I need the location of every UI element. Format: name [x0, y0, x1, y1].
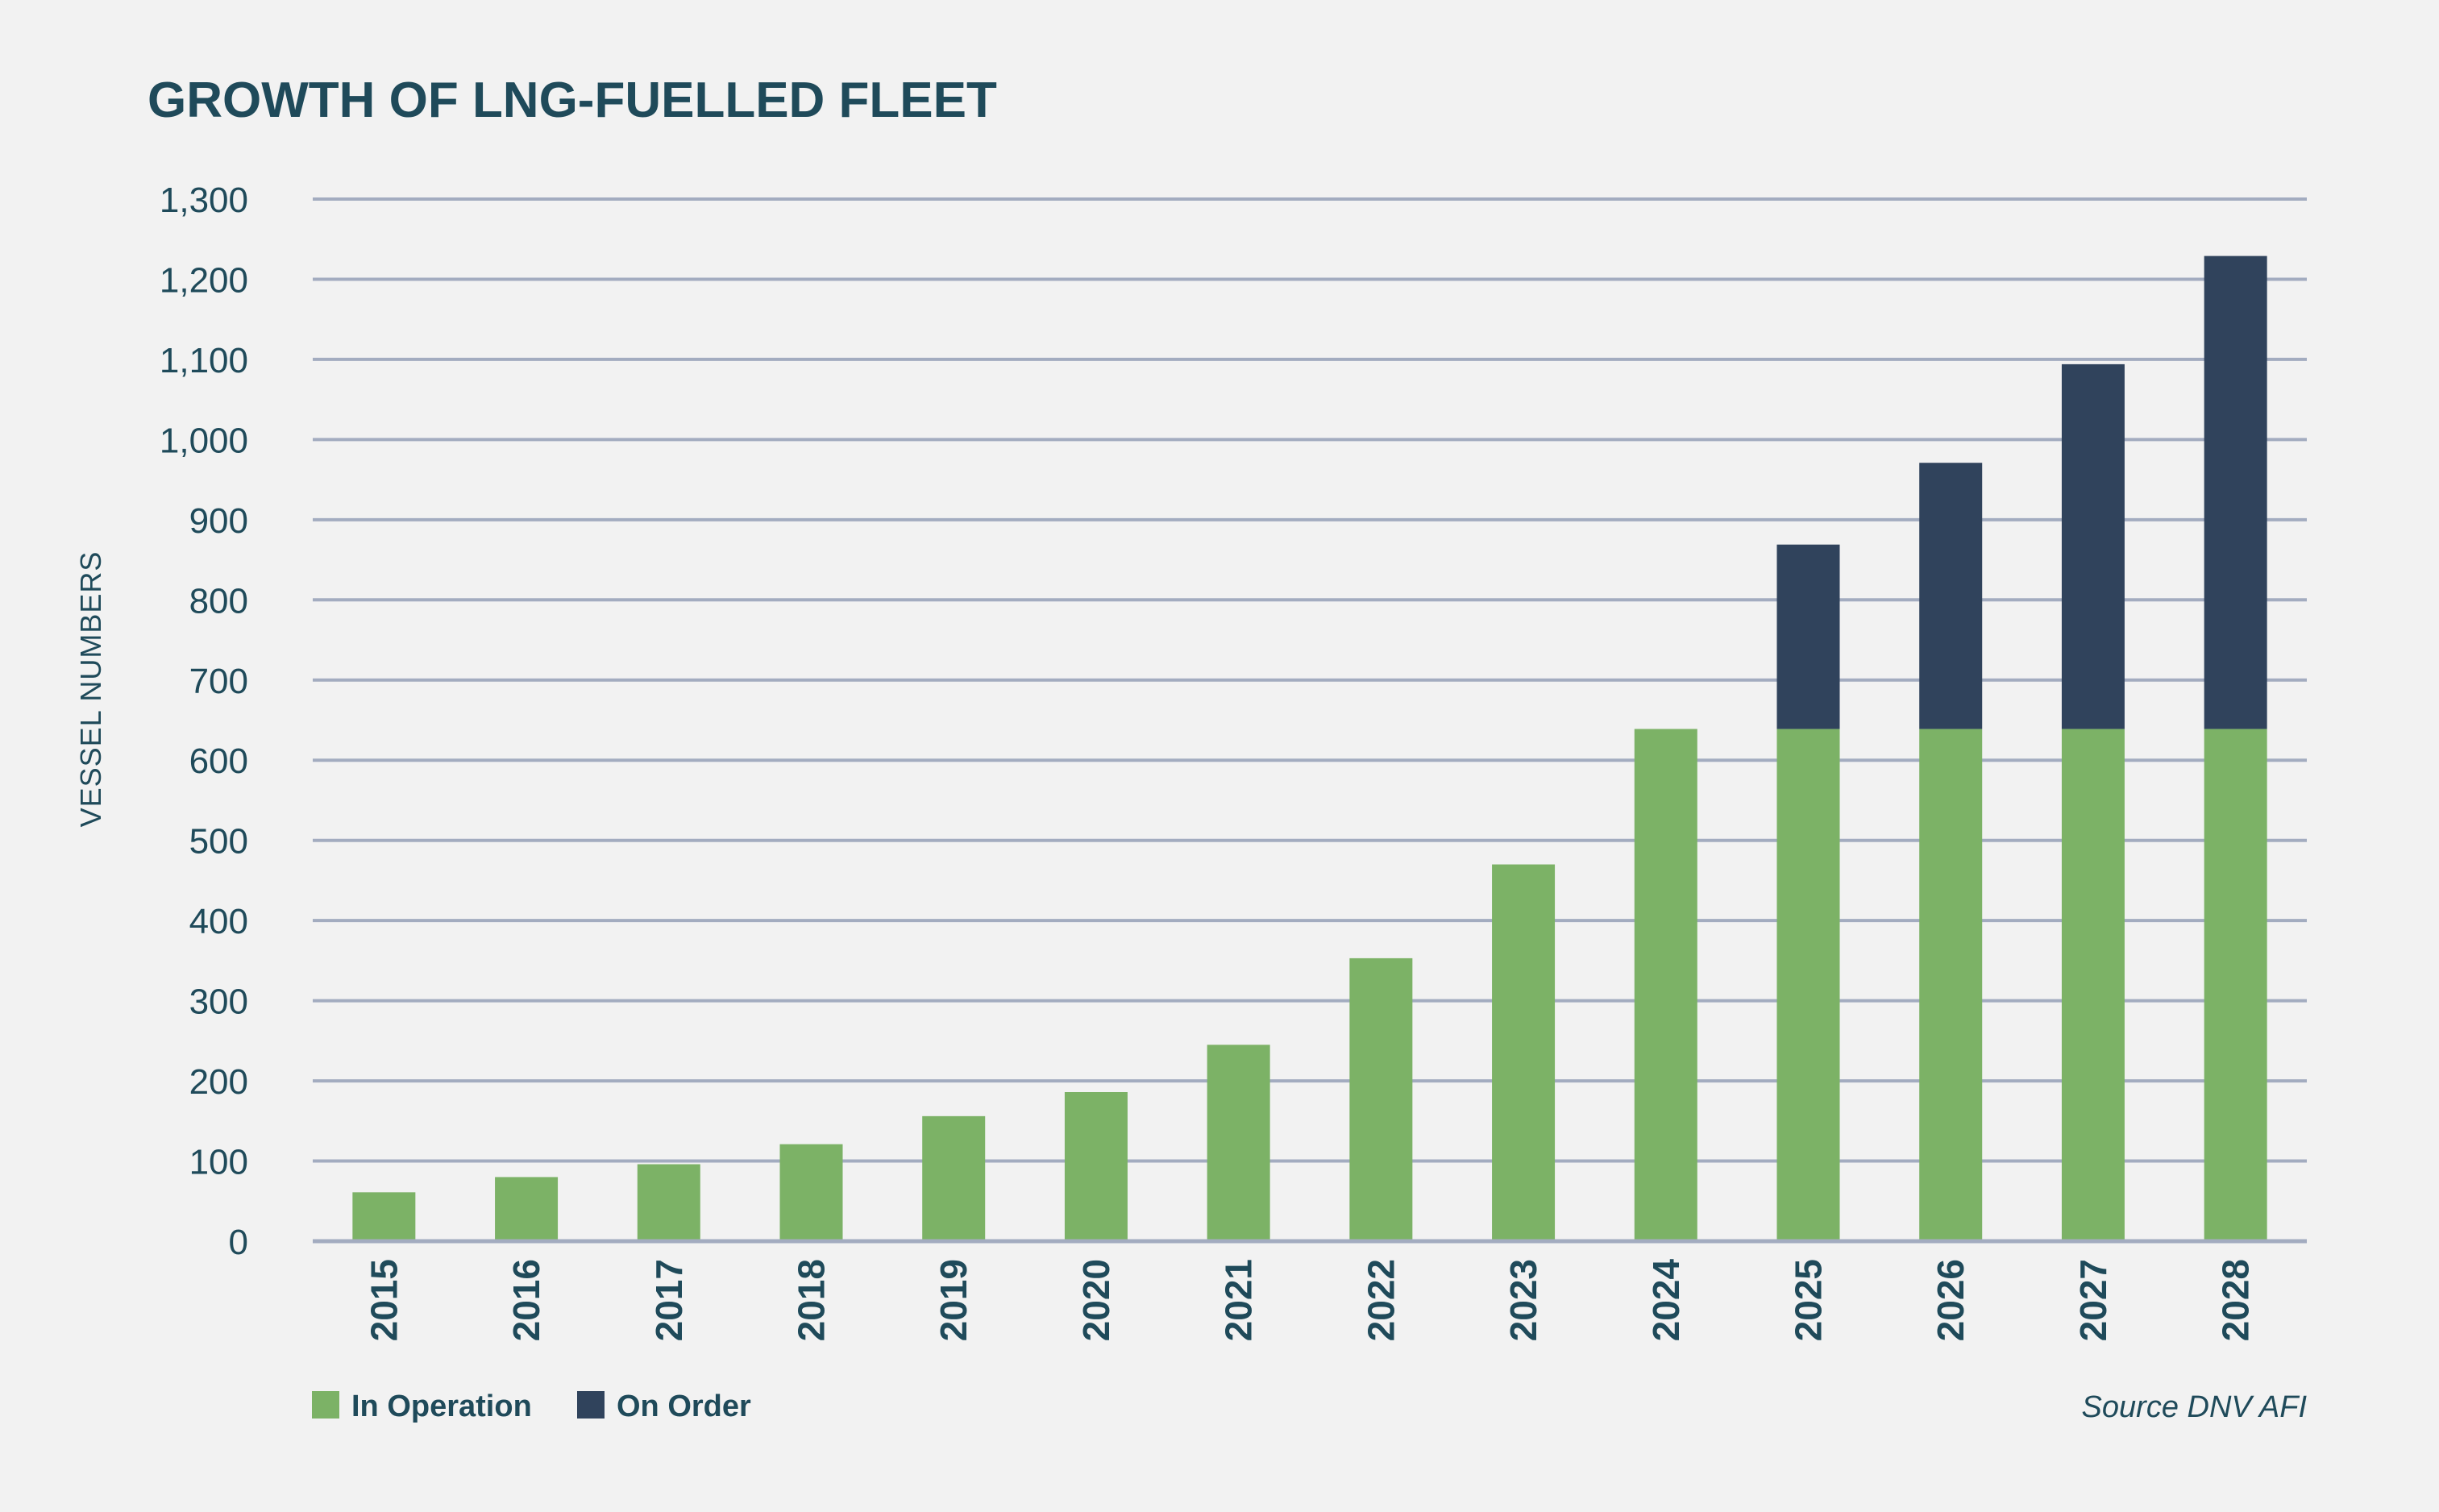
y-tick-label-1300: 1,300 [160, 181, 248, 220]
legend-swatch-in-operation [312, 1391, 339, 1419]
bar-in-operation-2020 [1064, 1092, 1128, 1241]
bar-on-order-2025 [1776, 544, 1840, 729]
bar-in-operation-2028 [2204, 729, 2267, 1241]
bar-in-operation-2025 [1776, 729, 1840, 1241]
bar-in-operation-2019 [922, 1115, 986, 1241]
legend-item-in-operation: In Operation [312, 1389, 532, 1423]
bar-in-operation-2027 [2061, 729, 2125, 1241]
bar-in-operation-2022 [1349, 957, 1413, 1241]
chart-title: GROWTH OF LNG-FUELLED FLEET [148, 73, 997, 128]
x-axis-ticks: 2015 2016 2017 2018 2019 2020 2021 2022 2023 2024… [363, 1259, 2256, 1342]
bar-on-order-2026 [1919, 463, 1983, 729]
y-tick-label-800: 800 [189, 581, 248, 621]
legend: In Operation On Order [312, 1389, 751, 1423]
x-tick-label-2027: 2027 [2072, 1259, 2114, 1341]
bar-in-operation-2017 [637, 1164, 700, 1241]
x-tick-label-2016: 2016 [505, 1259, 547, 1341]
x-tick-label-2019: 2019 [933, 1259, 974, 1341]
y-tick-label-100: 100 [189, 1143, 248, 1182]
x-tick-label-2025: 2025 [1788, 1259, 1830, 1341]
y-tick-label-0: 0 [229, 1223, 248, 1262]
x-tick-label-2028: 2028 [2215, 1259, 2257, 1341]
x-tick-label-2018: 2018 [791, 1259, 833, 1341]
bar-on-order-2027 [2061, 363, 2125, 729]
y-tick-label-1200: 1,200 [160, 260, 248, 300]
x-tick-label-2020: 2020 [1075, 1259, 1117, 1341]
bar-in-operation-2023 [1492, 864, 1556, 1241]
y-tick-label-500: 500 [189, 822, 248, 862]
y-tick-label-700: 700 [189, 662, 248, 701]
legend-label-on-order: On Order [617, 1389, 751, 1423]
bar-in-operation-2021 [1207, 1045, 1270, 1241]
y-tick-label-1100: 1,100 [160, 341, 248, 380]
x-tick-label-2015: 2015 [363, 1259, 405, 1341]
bar-in-operation-2016 [495, 1177, 559, 1241]
y-axis-ticks: 0 100 200 300 400 500 600 700 800 900 1,000 1,100 1,… [160, 181, 248, 1262]
x-tick-label-2022: 2022 [1360, 1259, 1402, 1341]
y-tick-label-300: 300 [189, 982, 248, 1022]
legend-label-in-operation: In Operation [351, 1389, 532, 1423]
bar-in-operation-2015 [352, 1192, 416, 1241]
x-tick-label-2024: 2024 [1645, 1259, 1687, 1342]
bar-in-operation-2024 [1634, 729, 1697, 1241]
y-tick-label-400: 400 [189, 902, 248, 941]
y-tick-label-200: 200 [189, 1062, 248, 1102]
legend-swatch-on-order [577, 1391, 605, 1419]
x-tick-label-2021: 2021 [1218, 1259, 1260, 1341]
x-tick-label-2017: 2017 [648, 1259, 690, 1341]
y-tick-label-1000: 1,000 [160, 421, 248, 460]
x-tick-label-2023: 2023 [1502, 1259, 1544, 1341]
y-tick-label-600: 600 [189, 741, 248, 781]
bar-on-order-2028 [2204, 255, 2267, 729]
source-note: Source DNV AFI [2082, 1390, 2308, 1424]
bar-in-operation-2026 [1919, 729, 1983, 1241]
bar-in-operation-2018 [779, 1144, 843, 1241]
y-tick-label-900: 900 [189, 501, 248, 541]
y-axis-label: VESSEL NUMBERS [74, 551, 107, 828]
gridlines [313, 197, 2307, 1163]
legend-item-on-order: On Order [577, 1389, 751, 1423]
bars [352, 255, 2267, 1241]
x-tick-label-2026: 2026 [1930, 1259, 1972, 1341]
